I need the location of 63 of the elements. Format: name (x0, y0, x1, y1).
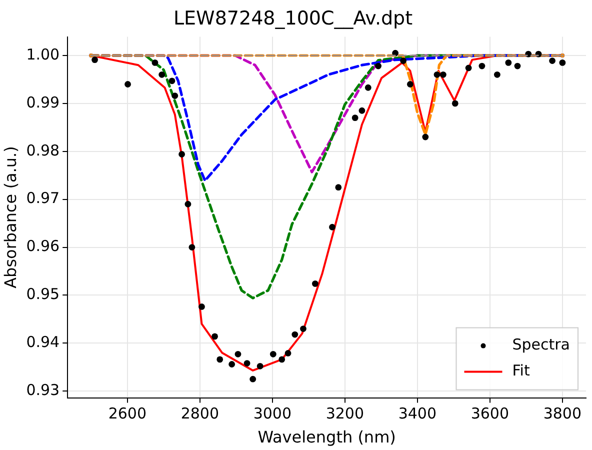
point (250, 376, 256, 382)
point (256, 362, 264, 370)
y-tick-label: 0.99 (26, 93, 60, 112)
point (168, 78, 176, 84)
point (452, 100, 458, 107)
legend-label: Spectra (512, 336, 570, 354)
y-tick-label: 0.95 (26, 285, 60, 304)
point (300, 326, 306, 332)
point (549, 58, 556, 64)
y-tick-label: 1.00 (26, 45, 60, 64)
point (278, 356, 286, 363)
x-tick-label: 3200 (326, 404, 364, 423)
point (505, 59, 512, 66)
point (465, 64, 472, 72)
point (478, 62, 486, 70)
point (422, 134, 429, 140)
x-axis-title: Wavelength (nm) (258, 428, 396, 447)
point (406, 81, 414, 88)
point (92, 56, 98, 64)
point (178, 151, 185, 158)
point (198, 304, 205, 310)
point (270, 350, 276, 358)
point (440, 71, 446, 78)
point (292, 331, 298, 338)
point (312, 280, 318, 287)
point (234, 350, 242, 358)
chart-title: LEW87248_100C__Av.dpt (173, 7, 413, 30)
point (358, 107, 366, 114)
x-tick-label: 3800 (543, 404, 582, 423)
x-tick-label: 3600 (470, 404, 510, 423)
point (188, 244, 196, 250)
point (494, 71, 500, 78)
y-tick-label: 0.94 (26, 333, 60, 352)
x-tick-label: 3400 (398, 404, 437, 423)
y-tick-label: 0.97 (26, 189, 60, 208)
point (244, 360, 250, 366)
point (434, 71, 440, 78)
point (392, 50, 399, 56)
y-axis-title: Absorbance (a.u.) (0, 146, 20, 288)
point (364, 84, 372, 91)
point (329, 224, 336, 230)
y-tick-label: 0.98 (26, 141, 60, 160)
x-tick-label: 2800 (180, 404, 220, 423)
x-tick-label: 2600 (108, 404, 147, 423)
point (514, 62, 521, 70)
point (184, 200, 192, 208)
point (352, 114, 358, 122)
point (559, 59, 566, 66)
legend-label: Fit (512, 362, 530, 380)
y-tick-label: 0.96 (26, 237, 60, 256)
point (400, 58, 406, 64)
point (228, 361, 236, 368)
point (152, 59, 158, 66)
point (212, 333, 218, 340)
point (375, 62, 382, 70)
x-tick-label: 3000 (253, 404, 292, 423)
point (335, 184, 342, 191)
point (284, 350, 292, 356)
point (172, 92, 178, 99)
point (216, 356, 224, 363)
y-tick-label: 0.93 (26, 380, 60, 399)
point (124, 81, 131, 88)
point (158, 71, 166, 78)
